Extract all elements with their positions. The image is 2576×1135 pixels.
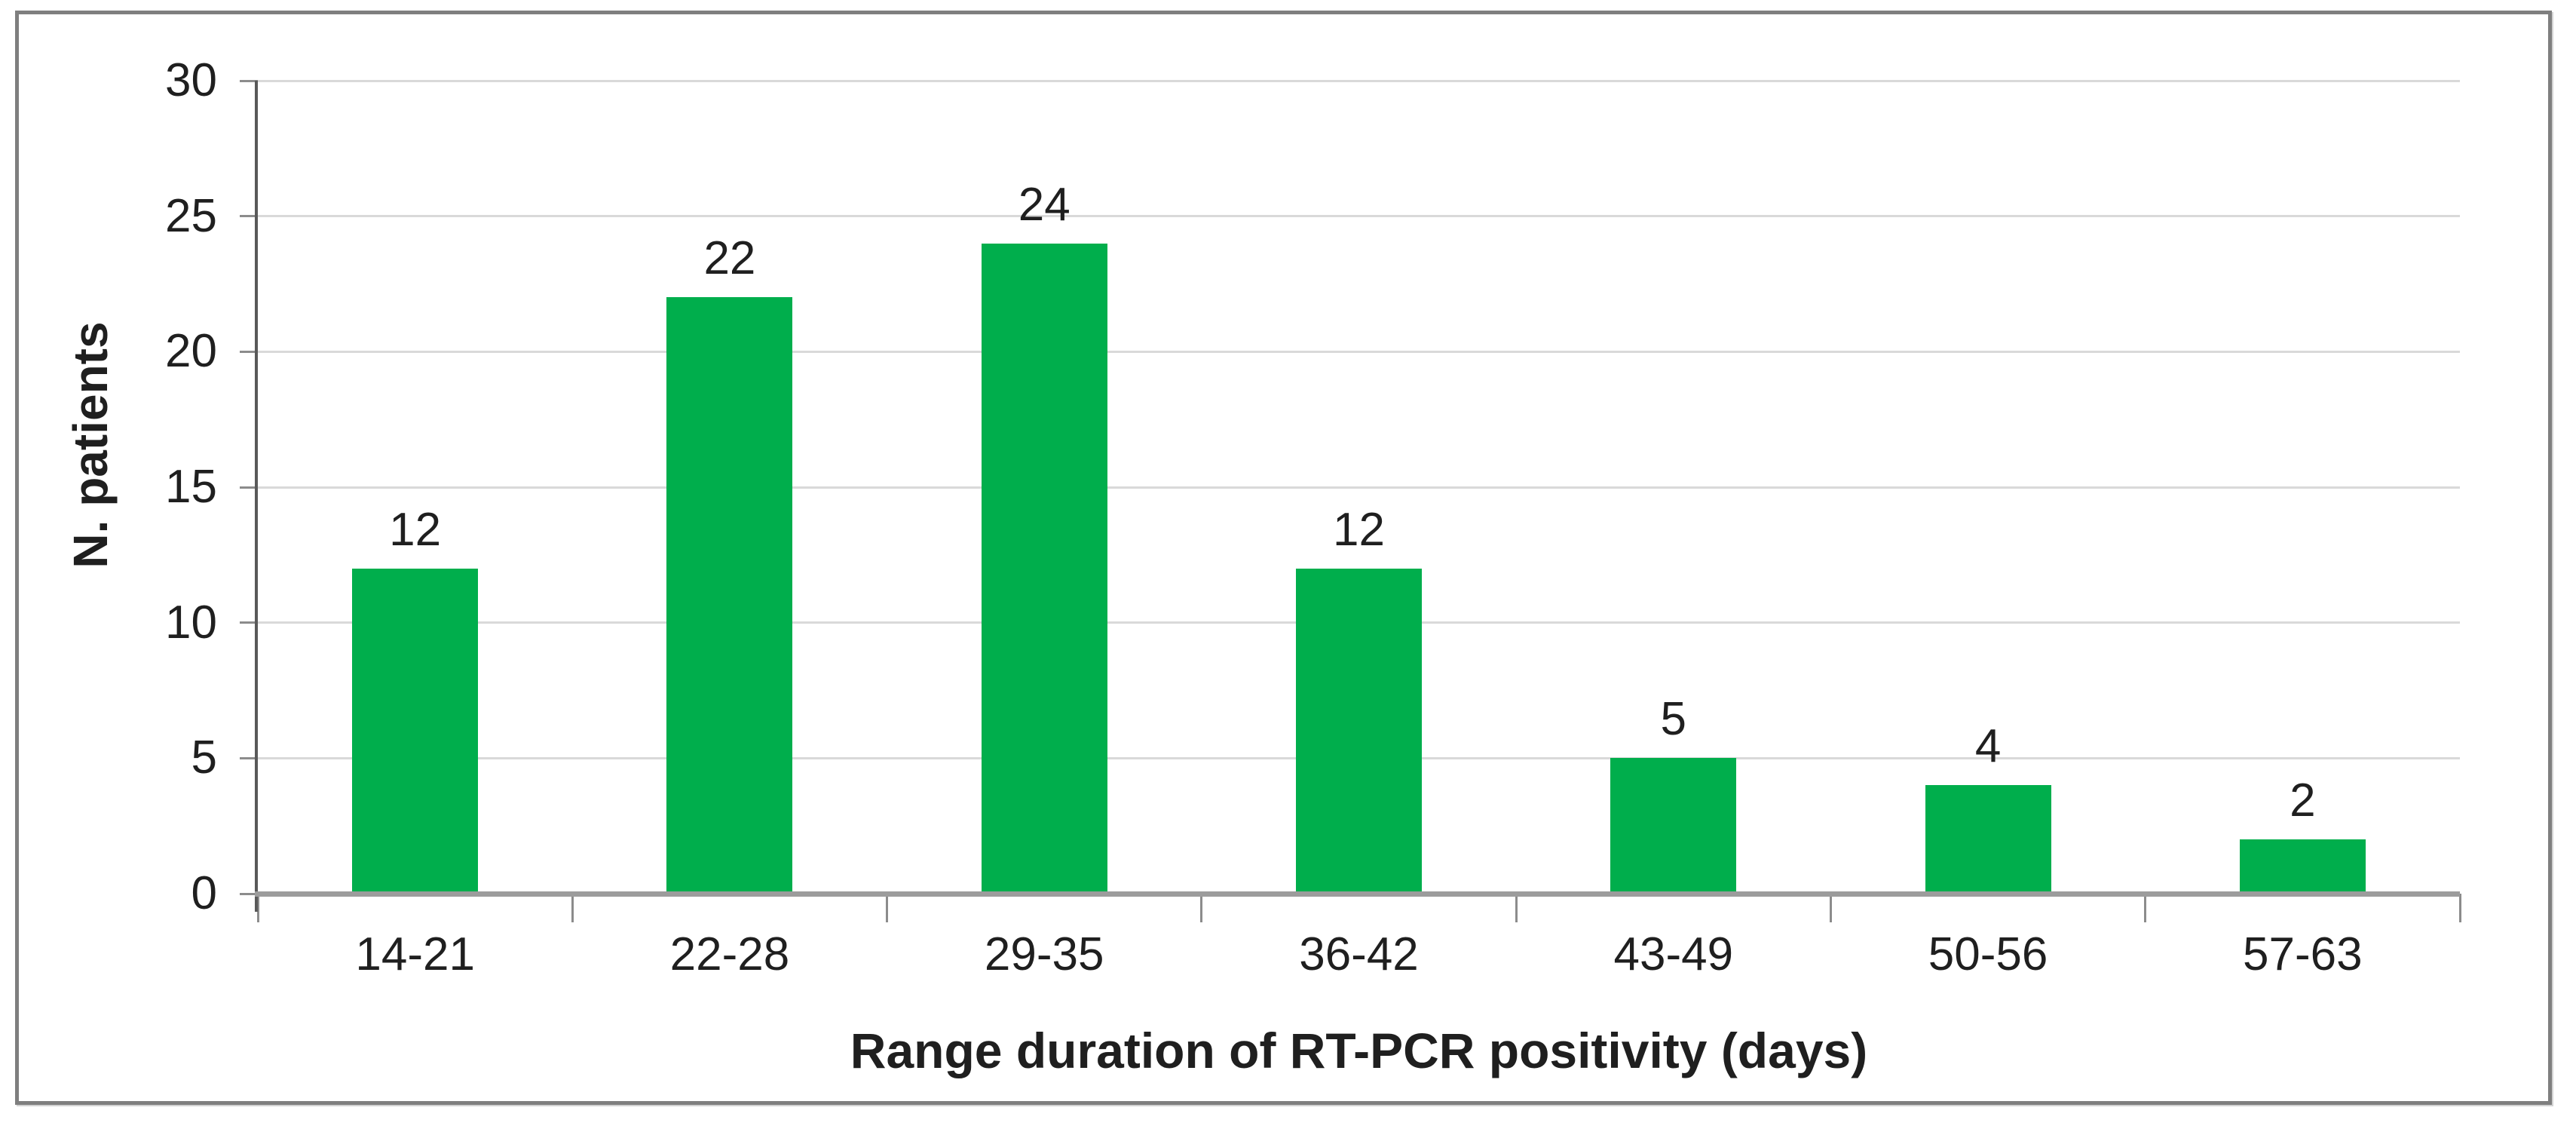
bar	[2239, 839, 2366, 894]
bar-value-label: 5	[1660, 693, 1687, 746]
y-tick-label: 20	[165, 325, 217, 378]
x-axis-baseline	[255, 891, 2460, 897]
bar-value-label: 12	[389, 503, 442, 556]
y-tick-label: 5	[191, 732, 217, 784]
x-axis-tick	[2458, 894, 2461, 922]
bar	[1925, 785, 2051, 894]
y-tick-label: 0	[191, 867, 217, 919]
x-axis-tick	[2144, 894, 2147, 922]
x-category-label: 36-42	[1299, 928, 1419, 980]
x-category-label: 14-21	[355, 928, 475, 980]
y-axis-tick	[240, 621, 258, 624]
y-axis-tick	[240, 350, 258, 353]
bar	[352, 568, 479, 894]
y-tick-label: 10	[165, 596, 217, 649]
bar	[981, 243, 1107, 894]
gridline	[258, 350, 2460, 353]
x-axis-title: Range duration of RT-PCR positivity (day…	[850, 1023, 1868, 1078]
y-axis-tick	[240, 215, 258, 218]
bar	[666, 297, 793, 894]
x-category-label: 29-35	[984, 928, 1104, 980]
bar-value-label: 24	[1018, 178, 1071, 231]
y-tick-label: 25	[165, 189, 217, 242]
y-tick-label: 30	[165, 54, 217, 106]
x-axis-tick	[1200, 894, 1203, 922]
bar-value-label: 12	[1333, 503, 1385, 556]
y-axis-tick	[240, 486, 258, 489]
x-category-label: 50-56	[1928, 928, 2048, 980]
x-category-label: 43-49	[1613, 928, 1734, 980]
y-axis-line	[255, 81, 258, 912]
x-axis-tick	[256, 894, 259, 922]
bar-value-label: 4	[1974, 720, 2002, 773]
x-axis-tick	[1829, 894, 1832, 922]
bar-value-label: 2	[2290, 775, 2316, 827]
y-tick-label: 15	[165, 461, 217, 513]
gridline	[258, 79, 2460, 82]
y-axis-tick	[240, 892, 258, 895]
x-axis-tick	[1515, 894, 1518, 922]
y-axis-tick	[240, 756, 258, 759]
gridline	[258, 215, 2460, 218]
gridline	[258, 486, 2460, 489]
bar	[1610, 758, 1737, 894]
chart-outer-frame	[15, 11, 2552, 1105]
x-category-label: 57-63	[2243, 928, 2363, 980]
y-axis-tick	[240, 79, 258, 82]
bar-value-label: 22	[703, 232, 756, 285]
x-category-label: 22-28	[669, 928, 790, 980]
bar	[1296, 568, 1422, 894]
x-axis-tick	[886, 894, 889, 922]
x-axis-tick	[571, 894, 574, 922]
y-axis-title: N. patients	[63, 321, 118, 569]
